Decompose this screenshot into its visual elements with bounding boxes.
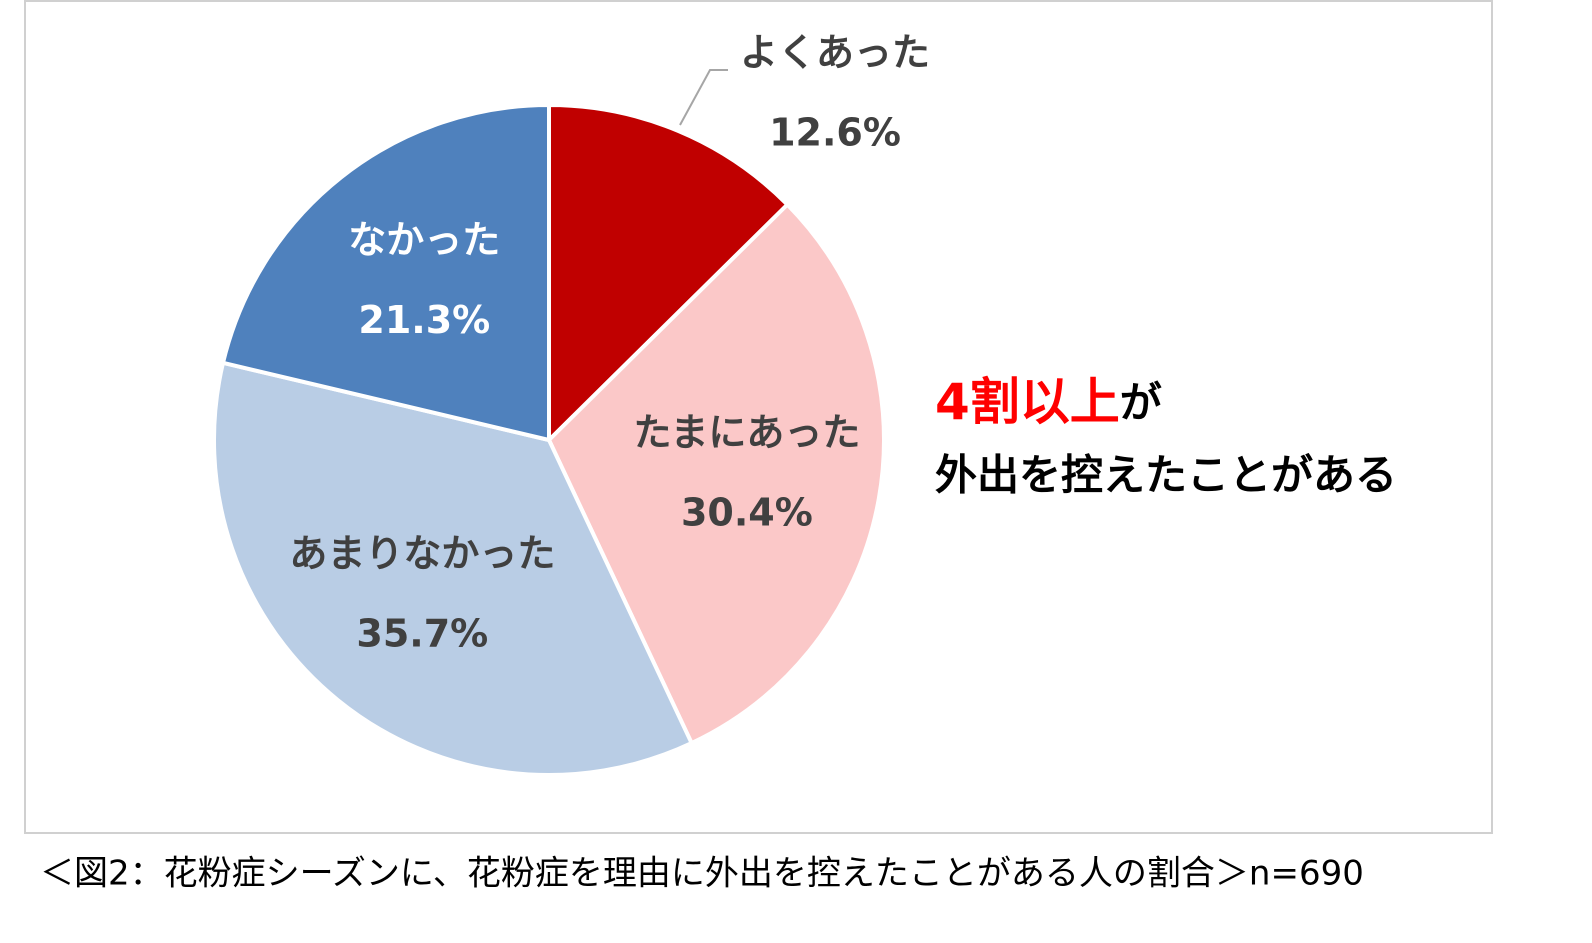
annotation-line2: 外出を控えたことがある [935, 451, 1397, 500]
slice-value-label: 30.4% [681, 491, 813, 535]
slice-value-label: 35.7% [356, 612, 488, 656]
pie-slice [220, 102, 551, 443]
annotation-highlight: 4割以上 [935, 373, 1120, 431]
slice-value-label: 12.6% [769, 111, 901, 155]
slice-label: たまにあった [633, 411, 860, 455]
pie-slice [212, 360, 695, 777]
pie-slice [546, 201, 886, 746]
slice-value-label: 21.3% [358, 298, 490, 342]
annotation: 4割以上が [935, 373, 1162, 431]
slice-label: あまりなかった [289, 532, 555, 576]
pie-slice [547, 102, 791, 445]
leader-line [679, 69, 728, 126]
annotation-rest: が [1120, 378, 1162, 427]
slice-label: よくあった [740, 31, 930, 75]
slice-label: なかった [348, 218, 500, 262]
caption: ＜図2：花粉症シーズンに、花粉症を理由に外出を控えたことがある人の割合＞n=69… [40, 854, 1364, 894]
